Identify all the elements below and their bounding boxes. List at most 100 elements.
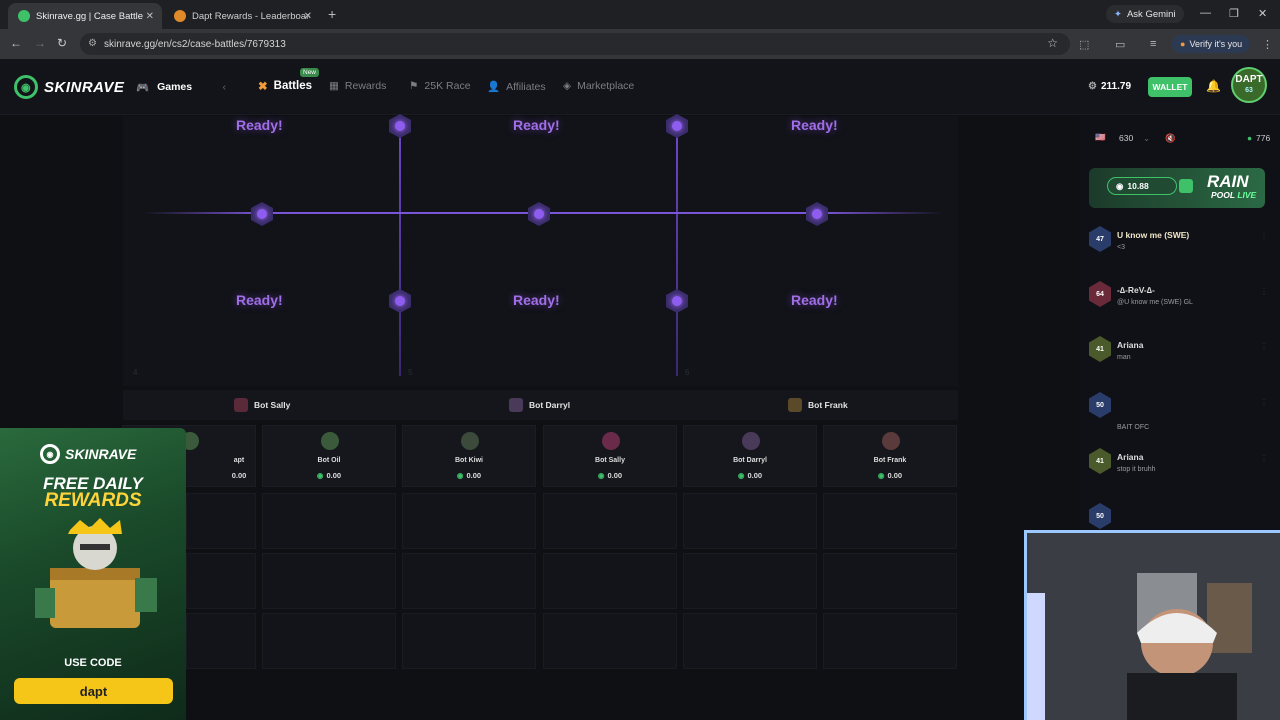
player-avatar bbox=[882, 432, 900, 450]
chevron-down-icon[interactable]: ⌄ bbox=[1143, 133, 1151, 143]
user-level-badge[interactable]: 50 bbox=[1089, 392, 1111, 418]
url-field[interactable]: ⚙ skinrave.gg/en/cs2/case-battles/767931… bbox=[80, 33, 1070, 55]
rain-subtitle: POOL LIVE bbox=[1211, 190, 1256, 200]
user-level-badge[interactable]: 47 bbox=[1089, 226, 1111, 252]
more-icon[interactable]: ⋮ bbox=[1260, 232, 1268, 241]
close-tab-icon[interactable]: ✕ bbox=[303, 10, 312, 22]
side-panel-icon[interactable]: ▭ bbox=[1115, 39, 1126, 51]
item-slot bbox=[543, 493, 677, 549]
ad-headline: FREE DAILY bbox=[43, 474, 143, 493]
nav-rewards[interactable]: ▦ Rewards bbox=[329, 80, 386, 92]
nav-battles[interactable]: ✖ Battles bbox=[258, 79, 312, 93]
versus-node-icon bbox=[666, 114, 688, 138]
tab-dapt-rewards[interactable]: Dapt Rewards - Leaderboards & ✕ bbox=[164, 3, 320, 29]
free-daily-rewards-ad[interactable]: ◉ SKINRAVE FREE DAILY REWARDS USE CODE d… bbox=[0, 428, 186, 720]
divider-line bbox=[399, 126, 401, 376]
nav-marketplace[interactable]: ◈ Marketplace bbox=[563, 80, 634, 92]
new-tab-icon[interactable]: + bbox=[328, 6, 337, 22]
chat-text: stop it bruhh bbox=[1117, 466, 1156, 473]
verify-profile-button[interactable]: ● Verify it's you bbox=[1172, 35, 1251, 53]
wallet-button[interactable]: WALLET bbox=[1148, 77, 1192, 97]
minimize-icon[interactable]: — bbox=[1200, 7, 1211, 19]
nav-label: 25K Race bbox=[424, 80, 471, 92]
slot-number: 4 bbox=[133, 368, 138, 377]
media-icon[interactable]: ≡ bbox=[1150, 38, 1157, 50]
item-slot bbox=[823, 613, 957, 669]
reload-icon[interactable]: ↻ bbox=[57, 36, 68, 50]
site-info-icon[interactable]: ⚙ bbox=[88, 38, 97, 49]
close-window-icon[interactable]: ✕ bbox=[1258, 8, 1268, 20]
player-value: ◉ 0.00 bbox=[403, 471, 535, 480]
bookmark-star-icon[interactable]: ☆ bbox=[1047, 36, 1058, 50]
ask-gemini-button[interactable]: ✦ Ask Gemini bbox=[1106, 5, 1184, 23]
chat-username[interactable]: U know me (SWE) bbox=[1117, 230, 1190, 240]
more-icon[interactable]: ⋮ bbox=[1260, 342, 1268, 351]
us-flag-icon[interactable]: 🇺🇸 bbox=[1095, 132, 1106, 142]
verify-label: Verify it's you bbox=[1189, 39, 1243, 49]
player-column: Bot Oil ◉ 0.00 bbox=[262, 425, 396, 487]
skinrave-logo-icon: ◉ bbox=[40, 444, 60, 464]
nav-affiliates[interactable]: 👤 Affiliates bbox=[487, 80, 546, 94]
promo-code-button[interactable]: dapt bbox=[14, 678, 173, 704]
games-menu-button[interactable]: 🎮 Games ‹ bbox=[130, 76, 232, 98]
close-tab-icon[interactable]: ✕ bbox=[145, 10, 154, 22]
item-slot bbox=[186, 613, 256, 669]
online-users-count: 776 bbox=[1256, 133, 1271, 143]
gemini-icon: ✦ bbox=[1114, 8, 1122, 20]
battle-board: Ready! Ready! Ready! Ready! Ready! Ready… bbox=[123, 114, 958, 386]
logo-skin-text: SKIN bbox=[44, 78, 82, 96]
webcam-overlay bbox=[1024, 530, 1280, 720]
coin-icon: ◉ bbox=[316, 471, 324, 480]
balance-value: 211.79 bbox=[1100, 81, 1132, 92]
player-value-text: 0.00 bbox=[607, 471, 623, 480]
menu-icon[interactable]: ⋮ bbox=[1262, 39, 1273, 51]
user-level-badge[interactable]: 41 bbox=[1089, 448, 1111, 474]
new-badge: New bbox=[300, 68, 320, 77]
slot-number: 5 bbox=[408, 368, 413, 377]
rain-amount: ◉ 10.88 bbox=[1107, 177, 1177, 195]
gamepad-icon: 🎮 bbox=[136, 81, 150, 94]
user-level-badge[interactable]: 50 bbox=[1089, 503, 1111, 529]
bot-avatar bbox=[234, 398, 248, 412]
player-value-text: 0.00 bbox=[747, 471, 763, 480]
gift-icon bbox=[1179, 179, 1193, 193]
user-avatar[interactable]: DAPT 63 bbox=[1231, 67, 1267, 103]
player-value: ◉ 0.00 bbox=[684, 471, 816, 480]
team-bot-sally: Bot Sally bbox=[234, 398, 290, 412]
coin-icon: ⚙ bbox=[1088, 81, 1097, 92]
player-name: Bot Kiwi bbox=[455, 457, 483, 464]
rain-live-label: LIVE bbox=[1237, 190, 1257, 200]
mute-icon[interactable]: 🔇 bbox=[1165, 133, 1176, 143]
skinrave-logo[interactable]: ◉ SKINRAVE bbox=[14, 75, 124, 99]
nav-race[interactable]: ⚑ 25K Race bbox=[409, 80, 471, 92]
user-level-badge[interactable]: 64 bbox=[1089, 281, 1111, 307]
chat-text: BAIT OFC bbox=[1117, 424, 1150, 431]
more-icon[interactable]: ⋮ bbox=[1260, 454, 1268, 463]
more-icon[interactable]: ⋮ bbox=[1260, 287, 1268, 296]
chat-username[interactable]: Ariana bbox=[1117, 452, 1144, 462]
player-value-text: 0.00 bbox=[887, 471, 903, 480]
user-level-badge[interactable]: 41 bbox=[1089, 336, 1111, 362]
item-slot bbox=[262, 553, 396, 609]
player-name: Bot Oil bbox=[317, 457, 341, 464]
chat-username[interactable]: Ariana bbox=[1117, 340, 1144, 350]
bot-avatar bbox=[509, 398, 523, 412]
player-value-text: 0.00 bbox=[326, 471, 342, 480]
tab-title: Skinrave.gg | Case Battle bbox=[36, 10, 144, 22]
maximize-icon[interactable]: ❐ bbox=[1229, 8, 1239, 20]
bell-icon[interactable]: 🔔 bbox=[1206, 79, 1221, 93]
chat-username[interactable]: -∆-ReV-∆- bbox=[1117, 285, 1155, 295]
more-icon[interactable]: ⋮ bbox=[1260, 398, 1268, 407]
team-bot-frank: Bot Frank bbox=[788, 398, 848, 412]
item-slot bbox=[683, 613, 817, 669]
users-icon: 👤 bbox=[487, 81, 501, 93]
tab-skinrave[interactable]: Skinrave.gg | Case Battle ✕ bbox=[8, 3, 162, 29]
versus-node-icon bbox=[528, 202, 550, 226]
back-icon[interactable]: ← bbox=[10, 36, 22, 50]
item-slot bbox=[543, 613, 677, 669]
forward-icon[interactable]: → bbox=[34, 36, 46, 50]
rain-pool-banner[interactable]: ◉ 10.88 RAIN POOL LIVE bbox=[1089, 168, 1265, 208]
flag-icon: ⚑ bbox=[409, 80, 419, 92]
extensions-icon[interactable]: ⬚ bbox=[1079, 39, 1090, 51]
